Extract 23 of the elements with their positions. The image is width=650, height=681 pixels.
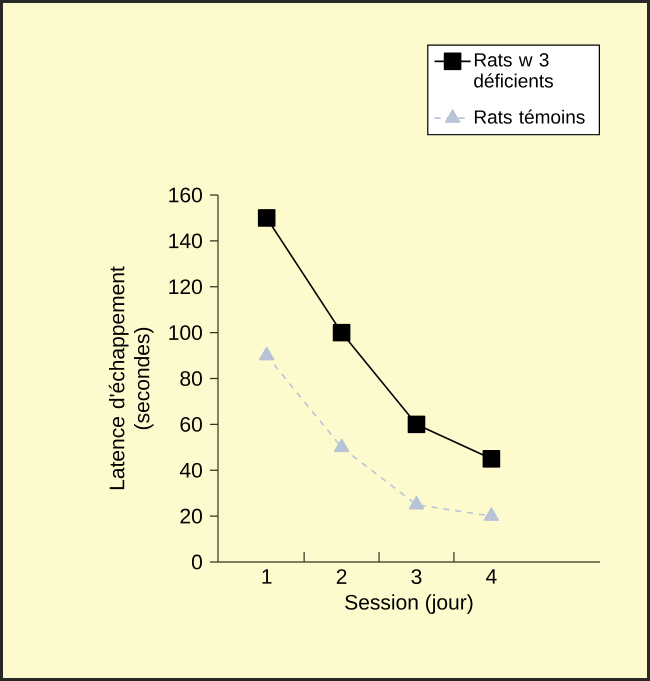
y-tick-label: 120 (169, 279, 202, 294)
y-tick-label: 100 (169, 325, 202, 340)
y-tick-label: 40 (180, 462, 202, 478)
point (484, 507, 500, 521)
y-tick-label: 0 (192, 554, 202, 570)
point (408, 496, 424, 510)
point (258, 346, 274, 360)
x-tick-label: 4 (486, 569, 497, 584)
y-tick-label: 20 (180, 508, 202, 524)
x-tick-label: 1 (262, 569, 272, 584)
x-axis-title: Session (jour) (345, 594, 472, 614)
y-tick-label: 140 (169, 233, 202, 248)
y-tick-label: 60 (180, 416, 202, 432)
point (258, 209, 276, 227)
x-tick-label: 3 (411, 569, 422, 584)
y-axis-title: Latence d'échappement (secondes) (108, 266, 154, 490)
point (332, 324, 350, 342)
x-tick-label: 2 (336, 569, 346, 584)
legend-label: Rats w 3 déficients (474, 53, 553, 88)
y-tick-label: 80 (180, 371, 202, 386)
legend-label: Rats témoins (474, 110, 585, 124)
point (334, 438, 350, 452)
y-tick-label: 160 (169, 188, 202, 202)
